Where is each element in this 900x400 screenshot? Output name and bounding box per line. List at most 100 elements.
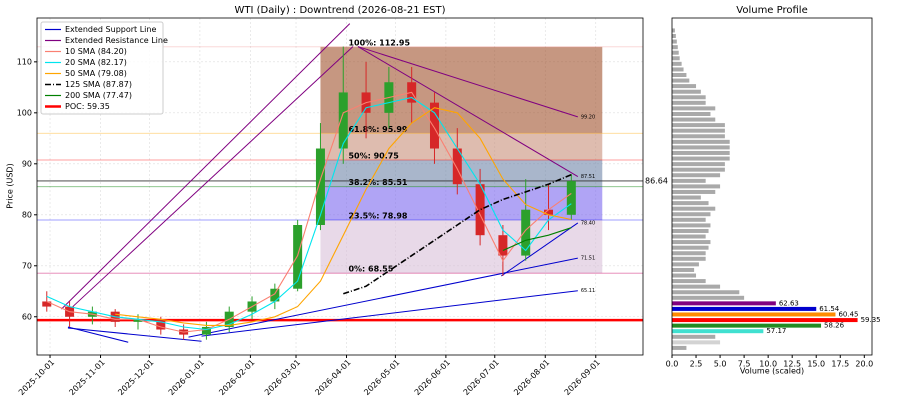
volume-bar: [672, 334, 716, 339]
volume-level-label: 62.63: [779, 299, 799, 307]
volume-bar: [672, 84, 697, 89]
y-tick-label: 60: [22, 312, 32, 321]
fib-label: 23.5%: 78.98: [348, 211, 407, 220]
volume-bar: [672, 306, 817, 311]
x-tick-label: 5.0: [714, 360, 727, 369]
volume-bar: [672, 279, 706, 284]
volume-bar: [672, 228, 709, 233]
trend-end-label: 65.11: [581, 288, 595, 294]
volume-bar: [672, 245, 709, 250]
volume-bar: [672, 112, 711, 117]
candle-body: [133, 319, 143, 322]
y-tick-label: 110: [17, 57, 32, 66]
volume-bar: [672, 184, 721, 189]
legend-label: Extended Resistance Line: [65, 36, 168, 45]
volume-bar: [672, 156, 730, 161]
volume-bar: [672, 301, 776, 306]
x-tick-label: 17.5: [831, 360, 849, 369]
volume-bar: [672, 33, 676, 38]
candle-body: [293, 224, 303, 289]
legend-label: 50 SMA (79.08): [65, 69, 127, 78]
volume-bar: [672, 312, 836, 317]
volume-bar: [672, 95, 706, 100]
plot-frame: [36, 17, 644, 356]
legend-label: 125 SMA (87.87): [65, 80, 132, 89]
volume-bar: [672, 256, 706, 261]
volume-level-label: 57.17: [766, 327, 786, 335]
y-tick-label: 100: [17, 108, 32, 117]
fib-zone: [320, 219, 603, 274]
x-tick-label: 0.0: [666, 360, 679, 369]
candle-body: [566, 181, 576, 215]
fib-label: 100%: 112.95: [348, 38, 410, 47]
volume-bar: [672, 318, 858, 323]
y-axis-label: Price (USD): [6, 163, 15, 208]
y-tick-label: 80: [22, 210, 32, 219]
candle-body: [521, 209, 531, 256]
volume-level-label: 61.54: [819, 305, 840, 313]
x-tick-label: 15.0: [807, 360, 825, 369]
volume-bar: [672, 234, 706, 239]
volume-bar: [672, 100, 706, 105]
volume-bar: [672, 217, 706, 222]
volume-bar: [672, 284, 721, 289]
legend-label: POC: 59.35: [65, 102, 110, 111]
volume-bar: [672, 56, 680, 61]
x-tick-label: 7.5: [738, 360, 751, 369]
x-tick-label: 2.5: [690, 360, 703, 369]
candle-body: [156, 319, 166, 330]
y-tick-label: 70: [22, 261, 32, 270]
candle-body: [201, 326, 211, 335]
chart-title: WTI (Daily) : Downtrend (2026-08-21 EST): [235, 5, 446, 16]
volume-bar: [672, 28, 675, 33]
candle-body: [475, 184, 485, 236]
volume-bar: [672, 173, 721, 178]
volume-bar: [672, 240, 711, 245]
volume-bar: [672, 251, 706, 256]
fib-label: 0%: 68.55: [348, 265, 393, 274]
fib-zone: [320, 46, 603, 134]
sma-line: [46, 96, 572, 331]
volume-bar: [672, 134, 725, 139]
trend-line: [201, 290, 578, 337]
volume-bar: [672, 67, 684, 72]
volume-bar: [672, 206, 716, 211]
volume-bar: [672, 61, 682, 66]
volume-bar: [672, 150, 730, 155]
legend-label: 200 SMA (77.47): [65, 91, 132, 100]
volume-level-label: 60.45: [838, 310, 858, 318]
volume-bar: [672, 106, 716, 111]
volume-bar: [672, 128, 725, 133]
sma-line: [343, 173, 572, 295]
volume-bar: [672, 212, 711, 217]
x-tick-label: 10.0: [759, 360, 777, 369]
candle-body: [315, 148, 325, 225]
volume-bar: [672, 345, 687, 350]
volume-title: Volume Profile: [736, 5, 807, 16]
current-price-label: 86.64: [645, 176, 668, 185]
legend-label: 20 SMA (82.17): [65, 58, 127, 67]
trend-line: [72, 46, 354, 307]
volume-bar: [672, 267, 695, 272]
candle-body: [338, 92, 348, 149]
volume-bar: [672, 45, 678, 50]
volume-bar: [672, 290, 740, 295]
volume-bar: [672, 262, 699, 267]
volume-bar: [672, 329, 764, 334]
trend-end-label: 99.20: [581, 114, 595, 120]
candle-body: [429, 102, 439, 149]
volume-bar: [672, 273, 697, 278]
volume-bar: [672, 50, 679, 55]
volume-bar: [672, 139, 730, 144]
candle-body: [270, 288, 280, 302]
volume-bar: [672, 145, 730, 150]
fib-label: 61.8%: 95.99: [348, 125, 407, 134]
plot-frame: [671, 17, 873, 356]
x-tick-label: 20.0: [855, 360, 873, 369]
legend-label: Extended Support Line: [65, 25, 156, 34]
volume-bar: [672, 162, 725, 167]
volume-bar: [672, 201, 709, 206]
volume-bar: [672, 340, 721, 345]
trend-line: [188, 257, 578, 338]
volume-bar: [672, 195, 701, 200]
